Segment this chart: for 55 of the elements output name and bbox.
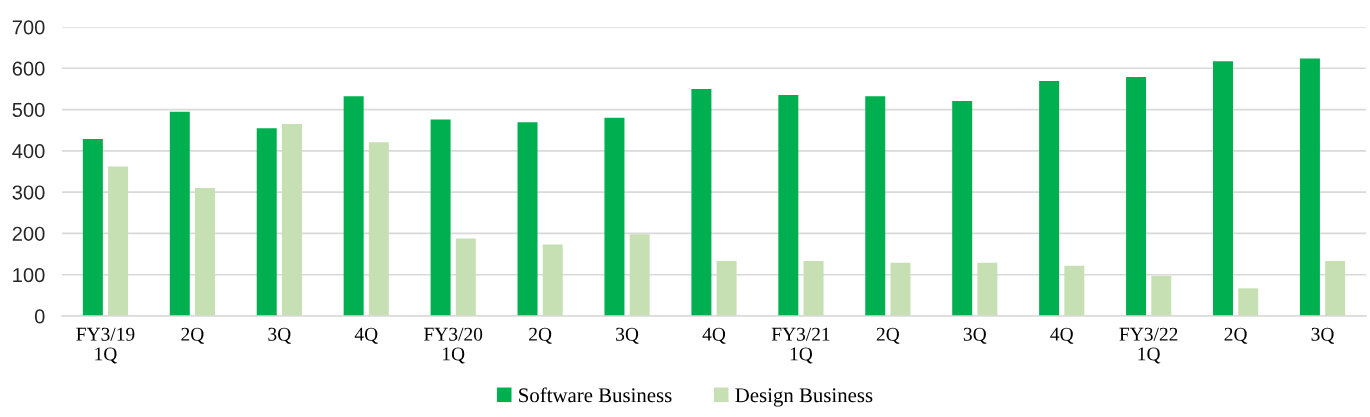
x-tick-label: FY3/20 1Q [424,327,483,364]
x-tick-label: 2Q [1224,327,1248,344]
bar [455,238,476,316]
bar [169,111,190,316]
x-tick-label: 2Q [181,327,204,344]
bar [629,234,650,316]
x-tick-label: FY3/22 1Q [1119,327,1178,364]
legend-label: Software Business [519,387,672,403]
x-tick-label: 2Q [529,327,552,344]
bar [1299,58,1320,316]
x-tick-label: 4Q [1050,327,1074,344]
x-tick-label: 3Q [616,327,639,344]
y-tick-label: 300 [12,185,45,200]
bar [778,95,799,316]
bar [865,96,886,316]
bar [604,117,625,316]
bar [195,188,215,316]
x-tick-label: 3Q [1311,327,1335,344]
y-tick-label: 0 [34,309,45,324]
y-tick-label: 500 [12,102,45,118]
bar [1213,61,1233,316]
bar [108,166,129,316]
x-tick-label: 4Q [354,327,378,344]
bar [691,88,712,316]
bar [890,262,911,316]
bar [952,100,973,316]
x-tick-label: 3Q [963,327,987,344]
x-tick-label: FY3/21 1Q [771,327,830,364]
y-tick-label: 600 [12,61,45,76]
bar [1238,288,1259,316]
bar [1151,275,1172,316]
bar [1126,76,1147,316]
bar [430,119,451,316]
bar [256,128,277,316]
x-tick-label: 4Q [702,327,726,344]
x-tick-label: FY3/19 1Q [76,327,135,364]
bar [542,244,563,316]
bar [1325,261,1346,316]
y-tick-label: 100 [13,267,45,283]
x-tick-label: 3Q [268,327,291,344]
y-tick-label: 400 [12,144,45,159]
bar [368,142,389,316]
bar [803,261,824,316]
bar [977,262,998,316]
bar [1039,81,1060,316]
bar [716,261,737,316]
bar [517,122,538,316]
bar [343,96,364,316]
y-tick-label: 700 [12,20,45,35]
x-tick-label: 2Q [876,327,900,344]
bar [1064,265,1085,316]
bar [281,124,302,316]
bar [82,138,103,316]
y-tick-label: 200 [12,226,45,241]
legend-label: Design Business [735,388,873,407]
